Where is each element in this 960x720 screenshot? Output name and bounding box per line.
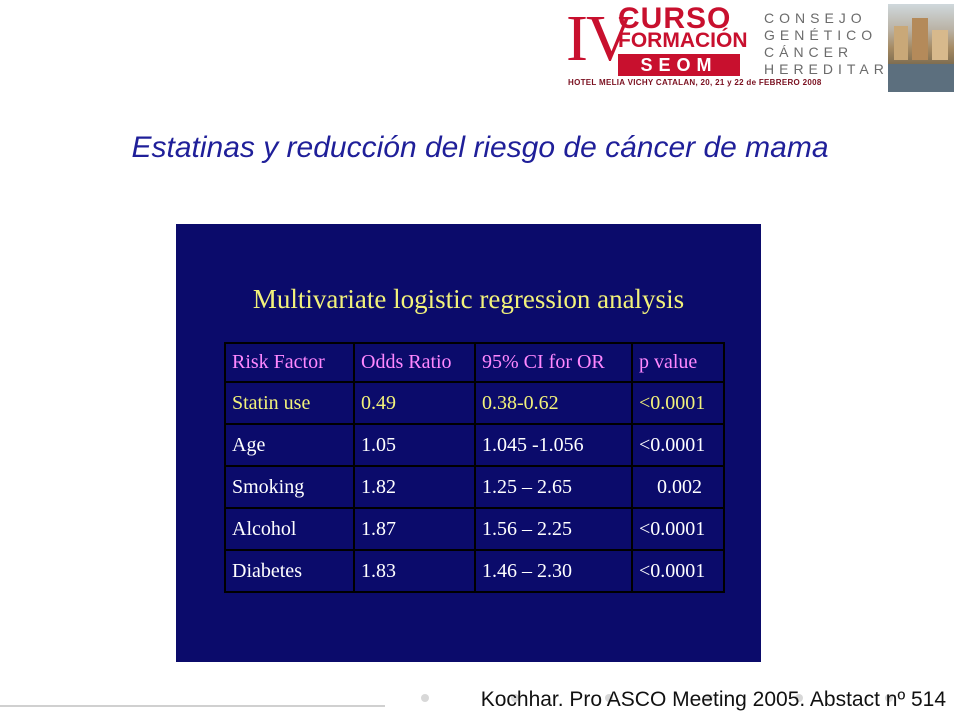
column-header: p value bbox=[631, 342, 725, 383]
table-row: Smoking 1.82 1.25 – 2.65 0.002 bbox=[224, 465, 725, 509]
table-cell: <0.0001 bbox=[631, 423, 725, 467]
consejo-line: GENÉTICO bbox=[764, 27, 878, 43]
table-cell: Diabetes bbox=[224, 549, 355, 593]
consejo-line: CONSEJO bbox=[764, 10, 867, 26]
table-cell: <0.0001 bbox=[631, 381, 725, 425]
consejo-line: HEREDITARIO bbox=[764, 61, 914, 77]
table-cell: 1.045 -1.056 bbox=[474, 423, 633, 467]
logo-formacion: FORMACIÓN bbox=[618, 29, 748, 52]
table-cell: 1.56 – 2.25 bbox=[474, 507, 633, 551]
table-cell: 1.05 bbox=[353, 423, 476, 467]
consejo-line: CÁNCER bbox=[764, 44, 854, 60]
column-header: Risk Factor bbox=[224, 342, 355, 383]
table-cell: Alcohol bbox=[224, 507, 355, 551]
table-cell: <0.0001 bbox=[631, 549, 725, 593]
logo-consejo: CONSEJO GENÉTICO CÁNCER HEREDITARIO bbox=[764, 10, 914, 78]
table-header-row: Risk Factor Odds Ratio 95% CI for OR p v… bbox=[224, 342, 725, 383]
footer-divider bbox=[0, 705, 385, 707]
table-cell: 0.38-0.62 bbox=[474, 381, 633, 425]
column-header: 95% CI for OR bbox=[474, 342, 633, 383]
slide-title: Estatinas y reducción del riesgo de cánc… bbox=[131, 131, 829, 164]
table-cell: <0.0001 bbox=[631, 507, 725, 551]
table-cell: 1.46 – 2.30 bbox=[474, 549, 633, 593]
table-cell: Age bbox=[224, 423, 355, 467]
regression-slide-image: Multivariate logistic regression analysi… bbox=[176, 224, 761, 662]
regression-heading: Multivariate logistic regression analysi… bbox=[252, 284, 685, 314]
logo-hotel-line: HOTEL MELIA VICHY CATALAN, 20, 21 y 22 d… bbox=[568, 78, 822, 87]
table-row: Age 1.05 1.045 -1.056 <0.0001 bbox=[224, 423, 725, 467]
table-cell: 0.002 bbox=[631, 465, 725, 509]
table-cell: Statin use bbox=[224, 381, 355, 425]
table-cell: 1.25 – 2.65 bbox=[474, 465, 633, 509]
logo-seom: SEOM bbox=[618, 54, 740, 76]
logo-curso: CURSO bbox=[618, 2, 732, 35]
citation: Kochhar. Pro ASCO Meeting 2005. Abstact … bbox=[480, 688, 946, 711]
table-cell: 1.87 bbox=[353, 507, 476, 551]
table-row: Diabetes 1.83 1.46 – 2.30 <0.0001 bbox=[224, 549, 725, 593]
table-cell: 1.82 bbox=[353, 465, 476, 509]
regression-table: Risk Factor Odds Ratio 95% CI for OR p v… bbox=[224, 342, 725, 593]
table-cell: 0.49 bbox=[353, 381, 476, 425]
table-cell: 1.83 bbox=[353, 549, 476, 593]
column-header: Odds Ratio bbox=[353, 342, 476, 383]
table-row: Statin use 0.49 0.38-0.62 <0.0001 bbox=[224, 381, 725, 425]
table-row: Alcohol 1.87 1.56 – 2.25 <0.0001 bbox=[224, 507, 725, 551]
footer-decoration bbox=[415, 690, 915, 710]
city-photo bbox=[888, 4, 954, 92]
course-logo: IV CURSO FORMACIÓN SEOM CONSEJO GENÉTICO… bbox=[560, 2, 954, 94]
table-cell: Smoking bbox=[224, 465, 355, 509]
